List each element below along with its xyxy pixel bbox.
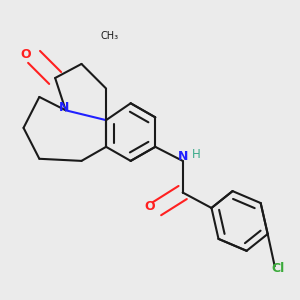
Text: CH₃: CH₃ bbox=[101, 31, 119, 41]
Text: Cl: Cl bbox=[272, 262, 285, 275]
Text: N: N bbox=[178, 150, 188, 163]
Text: N: N bbox=[59, 101, 69, 114]
Text: H: H bbox=[192, 148, 200, 161]
Text: O: O bbox=[145, 200, 155, 213]
Text: O: O bbox=[20, 48, 31, 61]
